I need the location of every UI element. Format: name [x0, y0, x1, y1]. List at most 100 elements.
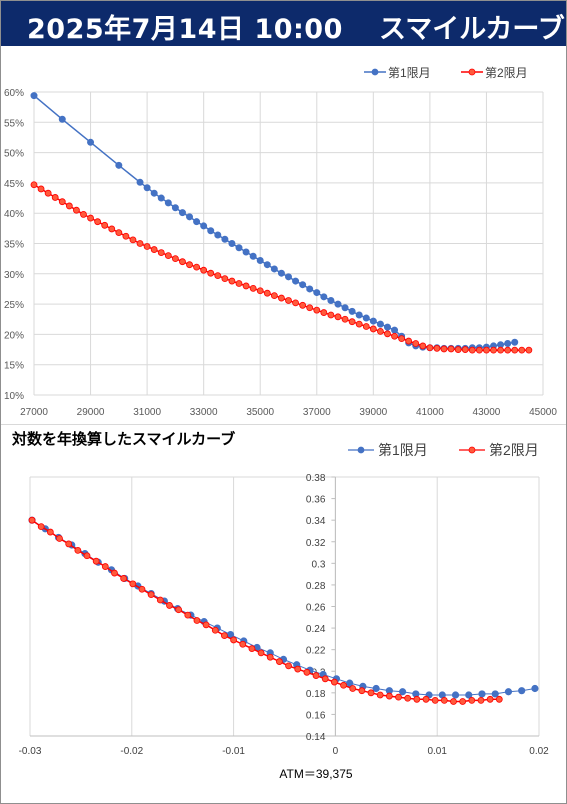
data-point	[248, 645, 256, 652]
data-point	[276, 658, 283, 665]
y-tick-label: 0.24	[306, 624, 326, 635]
x-tick-label: 31000	[133, 407, 161, 418]
data-point	[207, 227, 215, 235]
data-point	[150, 246, 158, 253]
data-point	[87, 138, 95, 146]
data-point	[511, 338, 519, 346]
data-point	[491, 690, 499, 698]
data-point	[341, 304, 349, 312]
data-point	[412, 340, 420, 347]
data-point	[46, 528, 54, 536]
data-point	[465, 691, 473, 699]
data-point	[447, 345, 455, 353]
data-point	[200, 266, 208, 274]
y-tick-label: 40%	[4, 209, 24, 220]
data-point	[178, 209, 186, 217]
data-point	[228, 239, 236, 247]
data-point	[490, 346, 497, 354]
data-point	[242, 248, 250, 256]
y-tick-label: 0.34	[306, 516, 326, 527]
data-point	[313, 289, 321, 297]
data-point	[249, 252, 257, 260]
data-point	[495, 695, 503, 703]
y-tick-label: 20%	[4, 330, 24, 341]
data-point	[235, 280, 243, 287]
header-bar: 2025年7月14日 10:00 スマイルカーブ	[1, 1, 566, 46]
series-line	[33, 95, 515, 350]
data-point	[157, 249, 165, 256]
x-tick-label: -0.02	[120, 746, 143, 757]
legend-label: 第1限月	[378, 442, 428, 458]
chart-separator	[1, 424, 566, 425]
data-point	[277, 269, 285, 277]
data-point	[355, 320, 363, 328]
data-point	[157, 194, 165, 202]
data-point	[372, 684, 380, 693]
data-point	[294, 665, 302, 673]
y-tick-label: 45%	[4, 179, 24, 190]
series-line	[31, 519, 500, 703]
y-tick-label: 0.14	[306, 732, 326, 743]
data-point	[143, 243, 151, 250]
data-point	[358, 687, 366, 695]
header-datetime: 2025年7月14日 10:00	[27, 14, 343, 45]
data-point	[278, 294, 285, 302]
data-point	[504, 339, 512, 347]
data-point	[419, 342, 427, 350]
data-point	[51, 194, 59, 201]
data-point	[413, 695, 421, 703]
data-point	[299, 301, 307, 309]
data-point	[87, 214, 94, 222]
data-point	[171, 255, 179, 263]
data-point	[58, 115, 66, 123]
data-point	[200, 222, 208, 230]
y-tick-label: 0.28	[306, 581, 326, 592]
data-point	[422, 695, 430, 703]
data-point	[73, 206, 80, 214]
data-point	[211, 626, 219, 634]
data-point	[398, 335, 406, 343]
x-tick-label: 27000	[20, 407, 48, 418]
y-tick-label: 30%	[4, 270, 24, 281]
x-tick-label: 41000	[416, 407, 444, 418]
data-point	[497, 346, 504, 354]
data-point	[292, 277, 300, 285]
data-point	[164, 252, 172, 260]
atm-annotation: ATM＝39,375	[279, 767, 352, 781]
data-point	[171, 204, 179, 212]
y-tick-label: 0.3	[311, 559, 325, 570]
data-point	[230, 636, 238, 644]
data-point	[115, 229, 123, 236]
x-tick-label: -0.01	[222, 746, 245, 757]
data-point	[475, 346, 483, 354]
x-tick-label: 0	[333, 746, 339, 757]
x-tick-label: 0.02	[529, 746, 549, 757]
data-point	[270, 292, 278, 300]
y-tick-label: 50%	[4, 149, 24, 160]
data-point	[193, 263, 200, 271]
data-point	[202, 621, 210, 629]
data-point	[391, 332, 398, 340]
data-point	[129, 580, 137, 588]
data-point	[207, 269, 215, 277]
y-tick-label: 0.22	[306, 646, 326, 657]
data-point	[299, 281, 307, 289]
data-point	[28, 516, 36, 524]
data-point	[431, 696, 439, 704]
data-point	[383, 323, 391, 331]
data-point	[478, 690, 486, 698]
data-point	[468, 346, 476, 354]
data-point	[242, 282, 250, 290]
data-point	[221, 632, 228, 640]
data-point	[221, 275, 229, 283]
data-point	[459, 698, 467, 705]
data-point	[164, 199, 172, 207]
data-point	[367, 689, 375, 697]
data-point	[101, 563, 109, 570]
data-point	[44, 189, 52, 197]
y-tick-label: 10%	[4, 391, 24, 402]
data-point	[30, 92, 38, 100]
log-annualized-smile-chart: 対数を年換算したスマイルカーブ -0.03 -0.02 -0.01 0 0.01 0.02 0…	[11, 430, 549, 781]
y-tick-label: 0.18	[306, 689, 326, 700]
data-point	[376, 320, 384, 328]
